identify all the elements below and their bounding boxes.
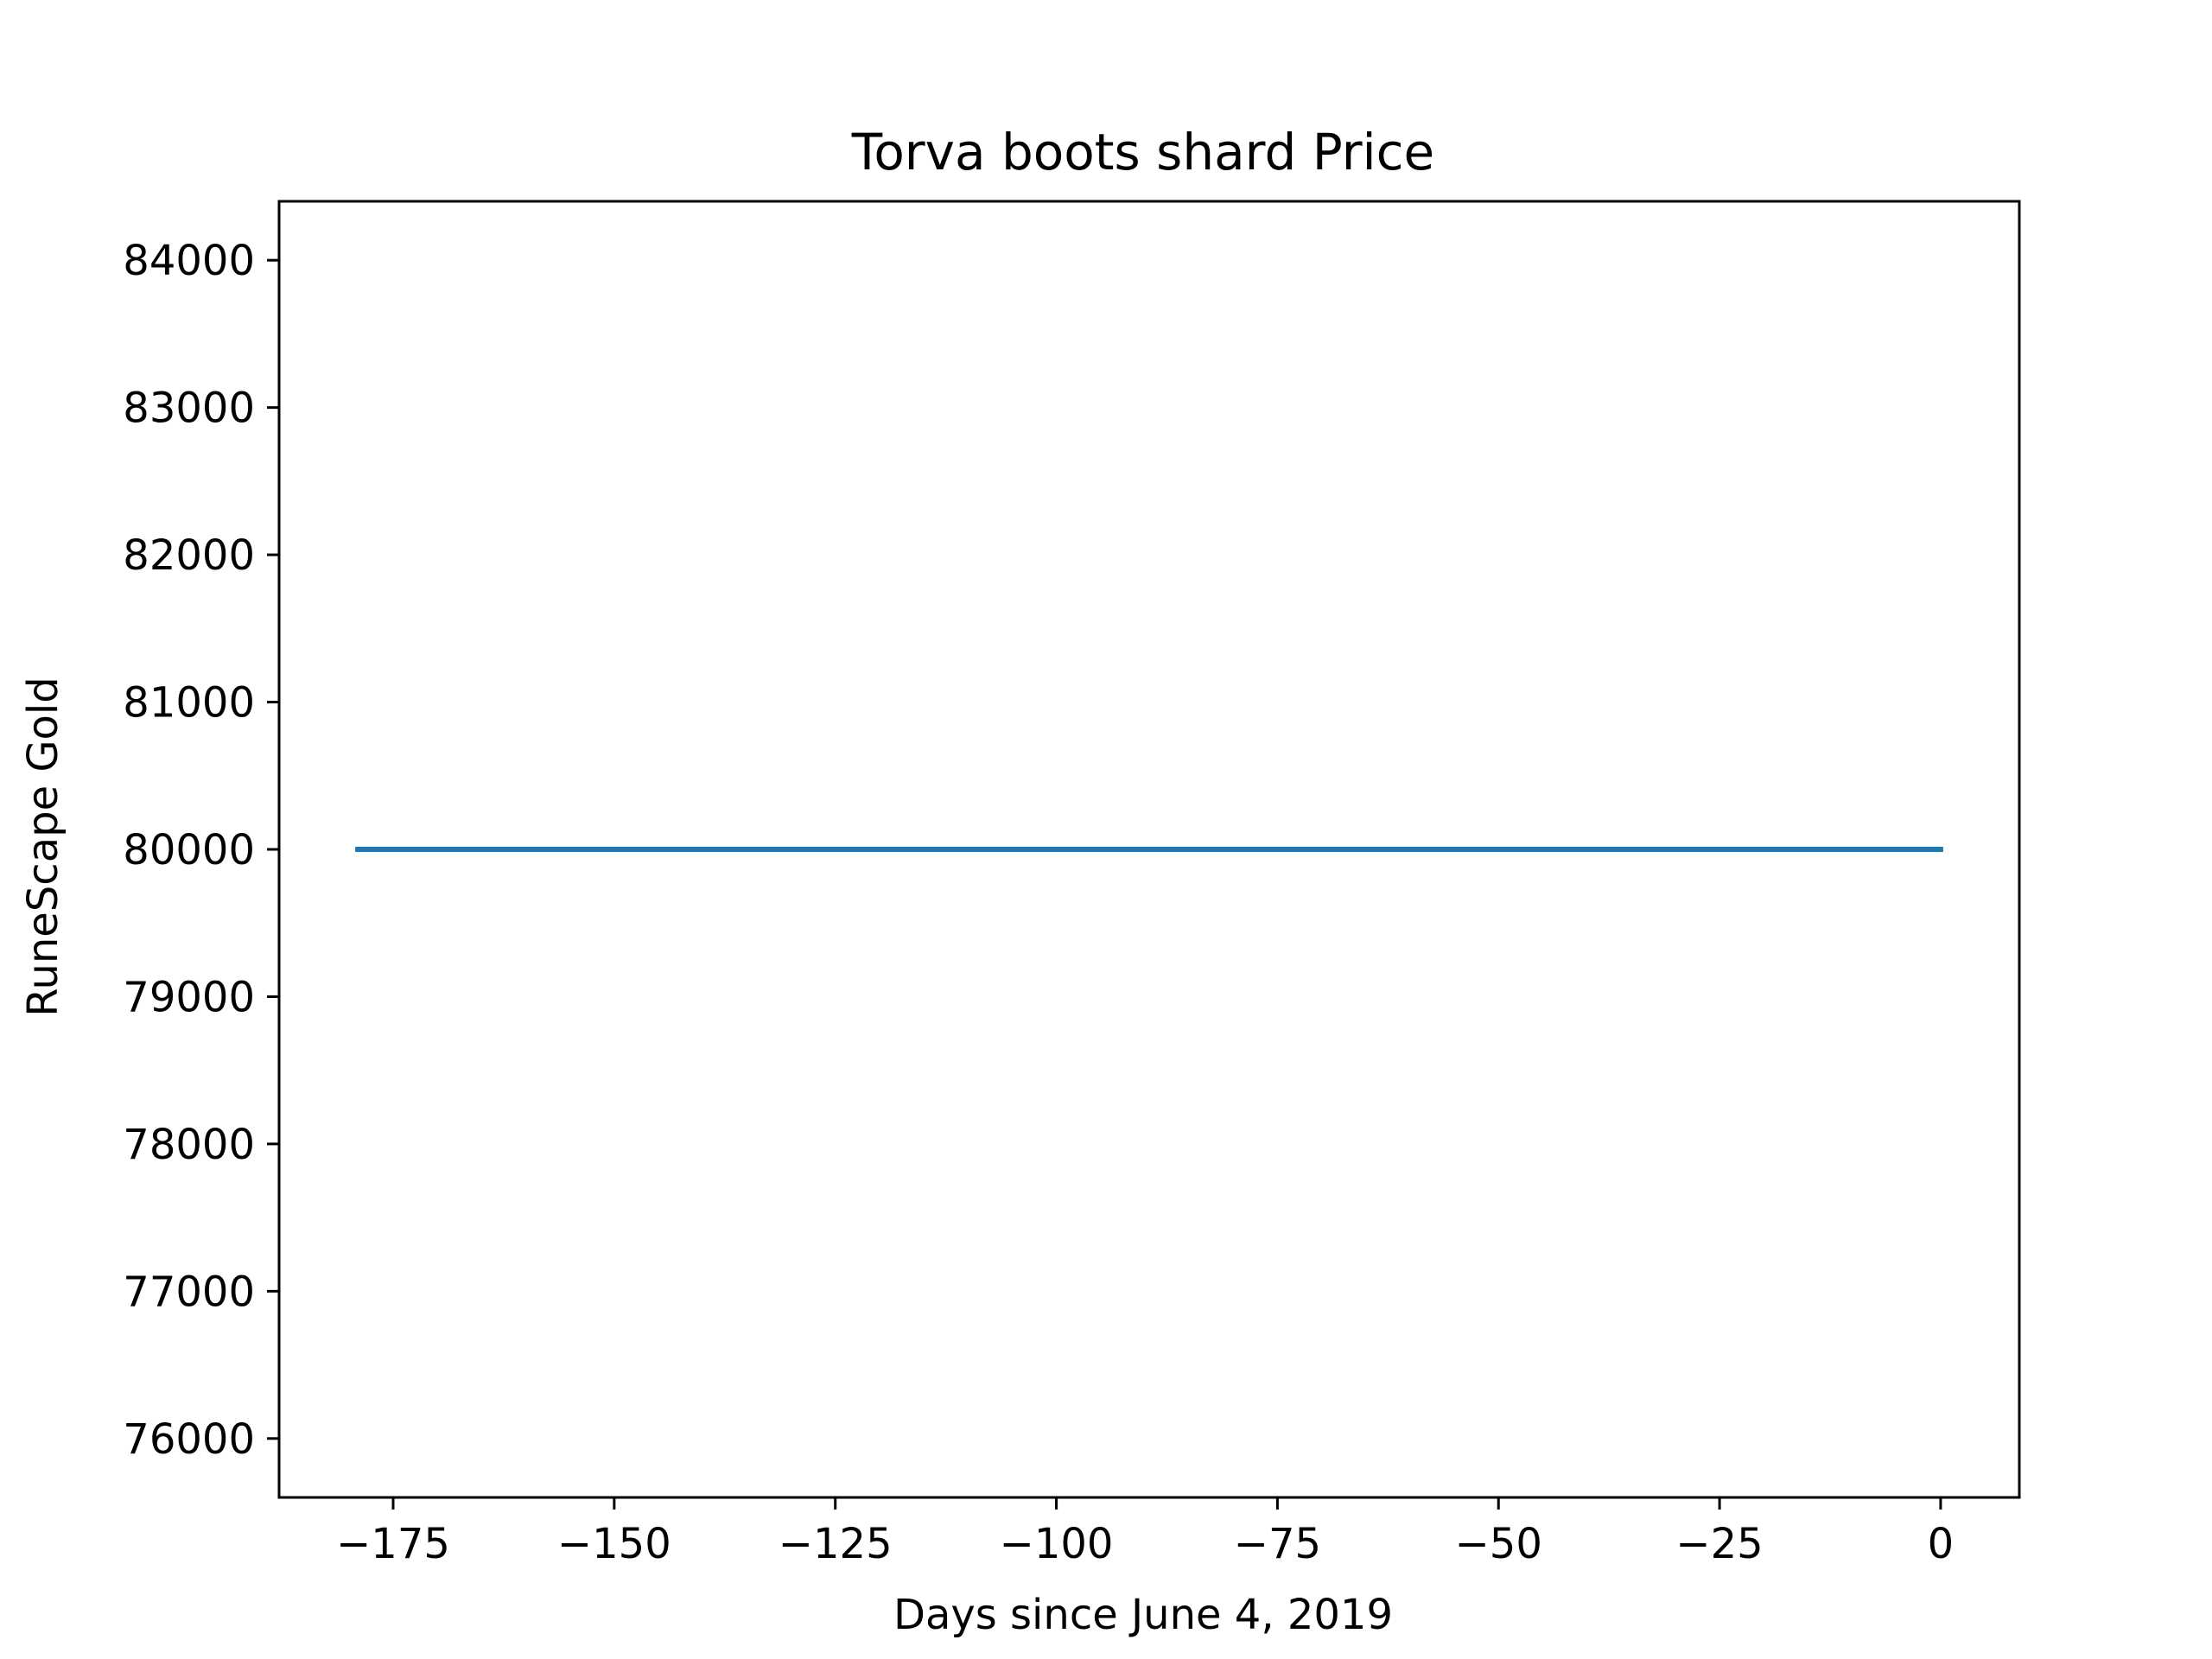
x-tick-label: −25	[1675, 1520, 1763, 1568]
x-tick-label: −75	[1234, 1520, 1321, 1568]
y-tick-label: 79000	[123, 973, 255, 1021]
x-tick-label: −125	[779, 1520, 893, 1568]
y-tick-label: 76000	[123, 1415, 255, 1464]
y-tick-label: 82000	[123, 531, 255, 580]
y-tick-label: 81000	[123, 679, 255, 728]
y-axis-label: RuneScape Gold	[19, 677, 67, 1016]
x-axis-label: Days since June 4, 2019	[893, 1591, 1393, 1639]
y-tick-label: 83000	[123, 385, 255, 433]
y-tick-label: 78000	[123, 1121, 255, 1169]
x-tick-label: −175	[336, 1520, 450, 1568]
y-tick-label: 80000	[123, 826, 255, 874]
x-axis-ticks: −175 −150 −125 −100 −75 −50 −25 0	[336, 1497, 1954, 1568]
chart-title: Torva boots shard Price	[851, 123, 1434, 181]
x-tick-label: −100	[1000, 1520, 1114, 1568]
y-tick-label: 84000	[123, 237, 255, 285]
x-tick-label: 0	[1928, 1520, 1955, 1568]
y-tick-label: 77000	[123, 1268, 255, 1316]
y-axis-ticks: 76000 77000 78000 79000 80000 81000 82000 83000…	[123, 237, 279, 1464]
x-tick-label: −50	[1455, 1520, 1542, 1568]
x-tick-label: −150	[557, 1520, 671, 1568]
axes-frame	[277, 200, 2021, 1499]
